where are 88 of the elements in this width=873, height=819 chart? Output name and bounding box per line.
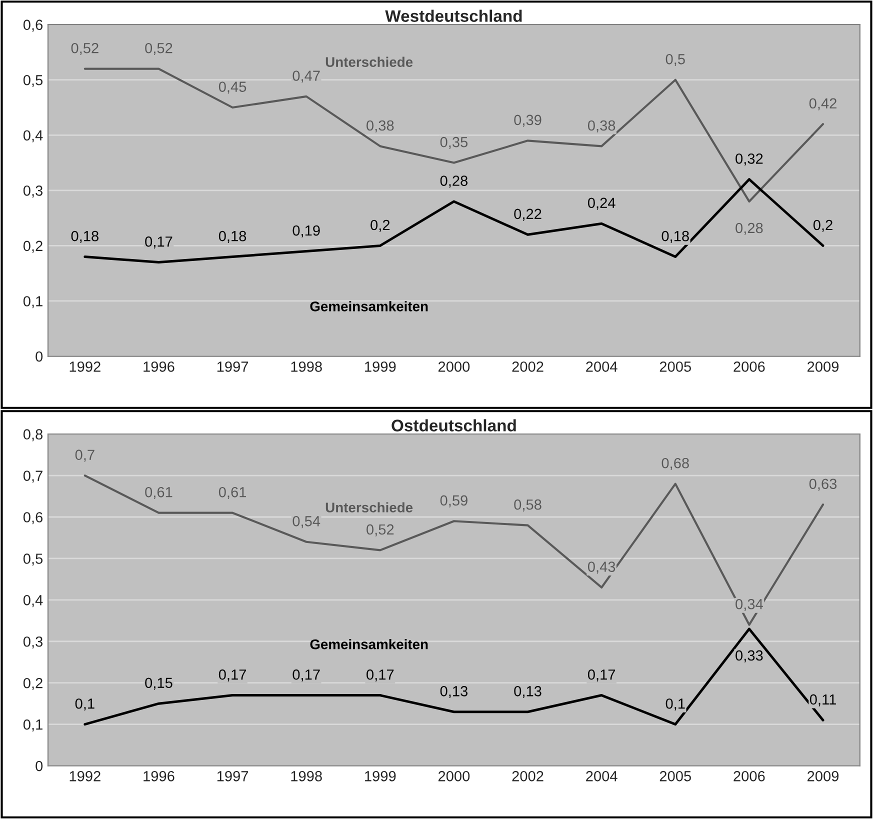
y-tick-label: 0,1 [23, 296, 42, 308]
y-tick-label: 0,4 [23, 130, 43, 142]
x-tick-label: 2004 [586, 771, 618, 782]
y-tick-label: 0,5 [23, 554, 43, 566]
data-label: 0,58 [514, 499, 542, 512]
x-tick-label: 2005 [660, 362, 691, 372]
y-tick-label: 0 [36, 351, 43, 362]
data-label: 0,18 [662, 230, 689, 243]
y-tick-label: 0,7 [23, 470, 42, 483]
data-label: 0,34 [736, 598, 763, 611]
data-label: 0,32 [736, 154, 763, 166]
x-tick-label: 1996 [144, 362, 174, 372]
data-label: 0,17 [218, 669, 246, 682]
data-label: 0,38 [588, 120, 616, 132]
y-tick-label: 0,6 [23, 20, 43, 32]
data-label: 0,2 [813, 220, 832, 232]
data-label: 0,17 [366, 669, 394, 682]
data-label: 0,68 [662, 458, 689, 470]
x-tick-label: 1999 [365, 771, 396, 782]
data-label: 0,61 [218, 486, 246, 500]
data-label: 0,43 [588, 562, 616, 574]
data-label: 0,38 [366, 120, 394, 132]
x-tick-label: 1999 [365, 362, 396, 372]
x-tick-label: 2004 [586, 362, 618, 372]
data-label: 0,13 [514, 686, 542, 698]
x-tick-label: 1997 [217, 362, 248, 372]
data-label: 0,39 [514, 114, 542, 127]
x-tick-label: 2006 [734, 362, 765, 372]
x-tick-label: 1998 [291, 771, 322, 782]
data-label: 0,17 [292, 669, 320, 682]
y-tick-label: 0,2 [23, 240, 42, 253]
data-label: 0,63 [809, 478, 837, 491]
x-tick-label: 2009 [808, 771, 839, 782]
chart-title: Westdeutschland [385, 10, 522, 22]
data-label: 0,47 [292, 70, 320, 83]
x-tick-label: 2002 [512, 771, 544, 782]
text: Gemeinsamkeiten [310, 639, 428, 650]
x-tick-label: 2000 [438, 771, 470, 782]
data-label: 0,24 [588, 198, 616, 210]
data-label: 0,11 [810, 694, 836, 706]
data-label: 0,28 [736, 222, 763, 235]
data-label: 0,15 [145, 678, 172, 690]
data-label: 0,52 [366, 524, 394, 536]
x-tick-label: 2002 [512, 362, 544, 372]
data-label: 0,54 [292, 516, 320, 528]
data-label: 0,19 [292, 225, 320, 238]
x-tick-label: 1992 [70, 771, 100, 782]
chart-title: Ostdeutschland [392, 419, 516, 432]
y-tick-label: 0,3 [23, 636, 43, 649]
text: Unterschiede [326, 56, 413, 67]
y-tick-label: 0,1 [23, 719, 42, 732]
data-label: 0,52 [71, 42, 98, 55]
data-label: 0,52 [145, 42, 172, 55]
y-tick-label: 0 [36, 760, 43, 772]
x-tick-label: 1997 [217, 771, 248, 782]
data-label: 0,1 [666, 698, 685, 710]
x-tick-label: 2006 [734, 771, 765, 782]
data-label: 0,18 [71, 230, 98, 243]
data-label: 0,17 [588, 669, 616, 682]
data-label: 0,13 [440, 686, 468, 698]
x-tick-label: 1992 [70, 362, 100, 372]
x-tick-label: 2000 [438, 362, 470, 372]
data-label: 0,2 [370, 220, 390, 232]
data-label: 0,35 [440, 136, 468, 149]
data-label: 0,1 [75, 698, 94, 710]
data-label: 0,7 [75, 450, 94, 462]
data-label: 0,18 [218, 230, 246, 243]
y-tick-label: 0,2 [23, 678, 42, 690]
data-label: 0,59 [440, 495, 468, 508]
y-tick-label: 0,3 [23, 186, 43, 198]
series-label: Unterschiede [326, 502, 413, 512]
data-label: 0,61 [145, 486, 172, 500]
data-label: 0,5 [666, 54, 685, 66]
data-label: 0,28 [440, 176, 468, 188]
x-tick-label: 2005 [660, 771, 691, 782]
x-tick-label: 1998 [291, 362, 322, 372]
data-label: 0,45 [218, 82, 246, 94]
y-tick-label: 0,8 [23, 429, 43, 442]
text: Gemeinsamkeiten [310, 301, 428, 312]
x-tick-label: 2009 [808, 362, 839, 372]
data-label: 0,42 [809, 98, 836, 110]
y-tick-label: 0,4 [23, 595, 43, 608]
x-tick-label: 1996 [144, 771, 174, 782]
data-label: 0,33 [736, 650, 763, 662]
y-tick-label: 0,6 [23, 512, 43, 524]
data-label: 0,17 [145, 236, 172, 248]
data-label: 0,22 [514, 208, 542, 221]
y-tick-label: 0,5 [23, 74, 43, 88]
